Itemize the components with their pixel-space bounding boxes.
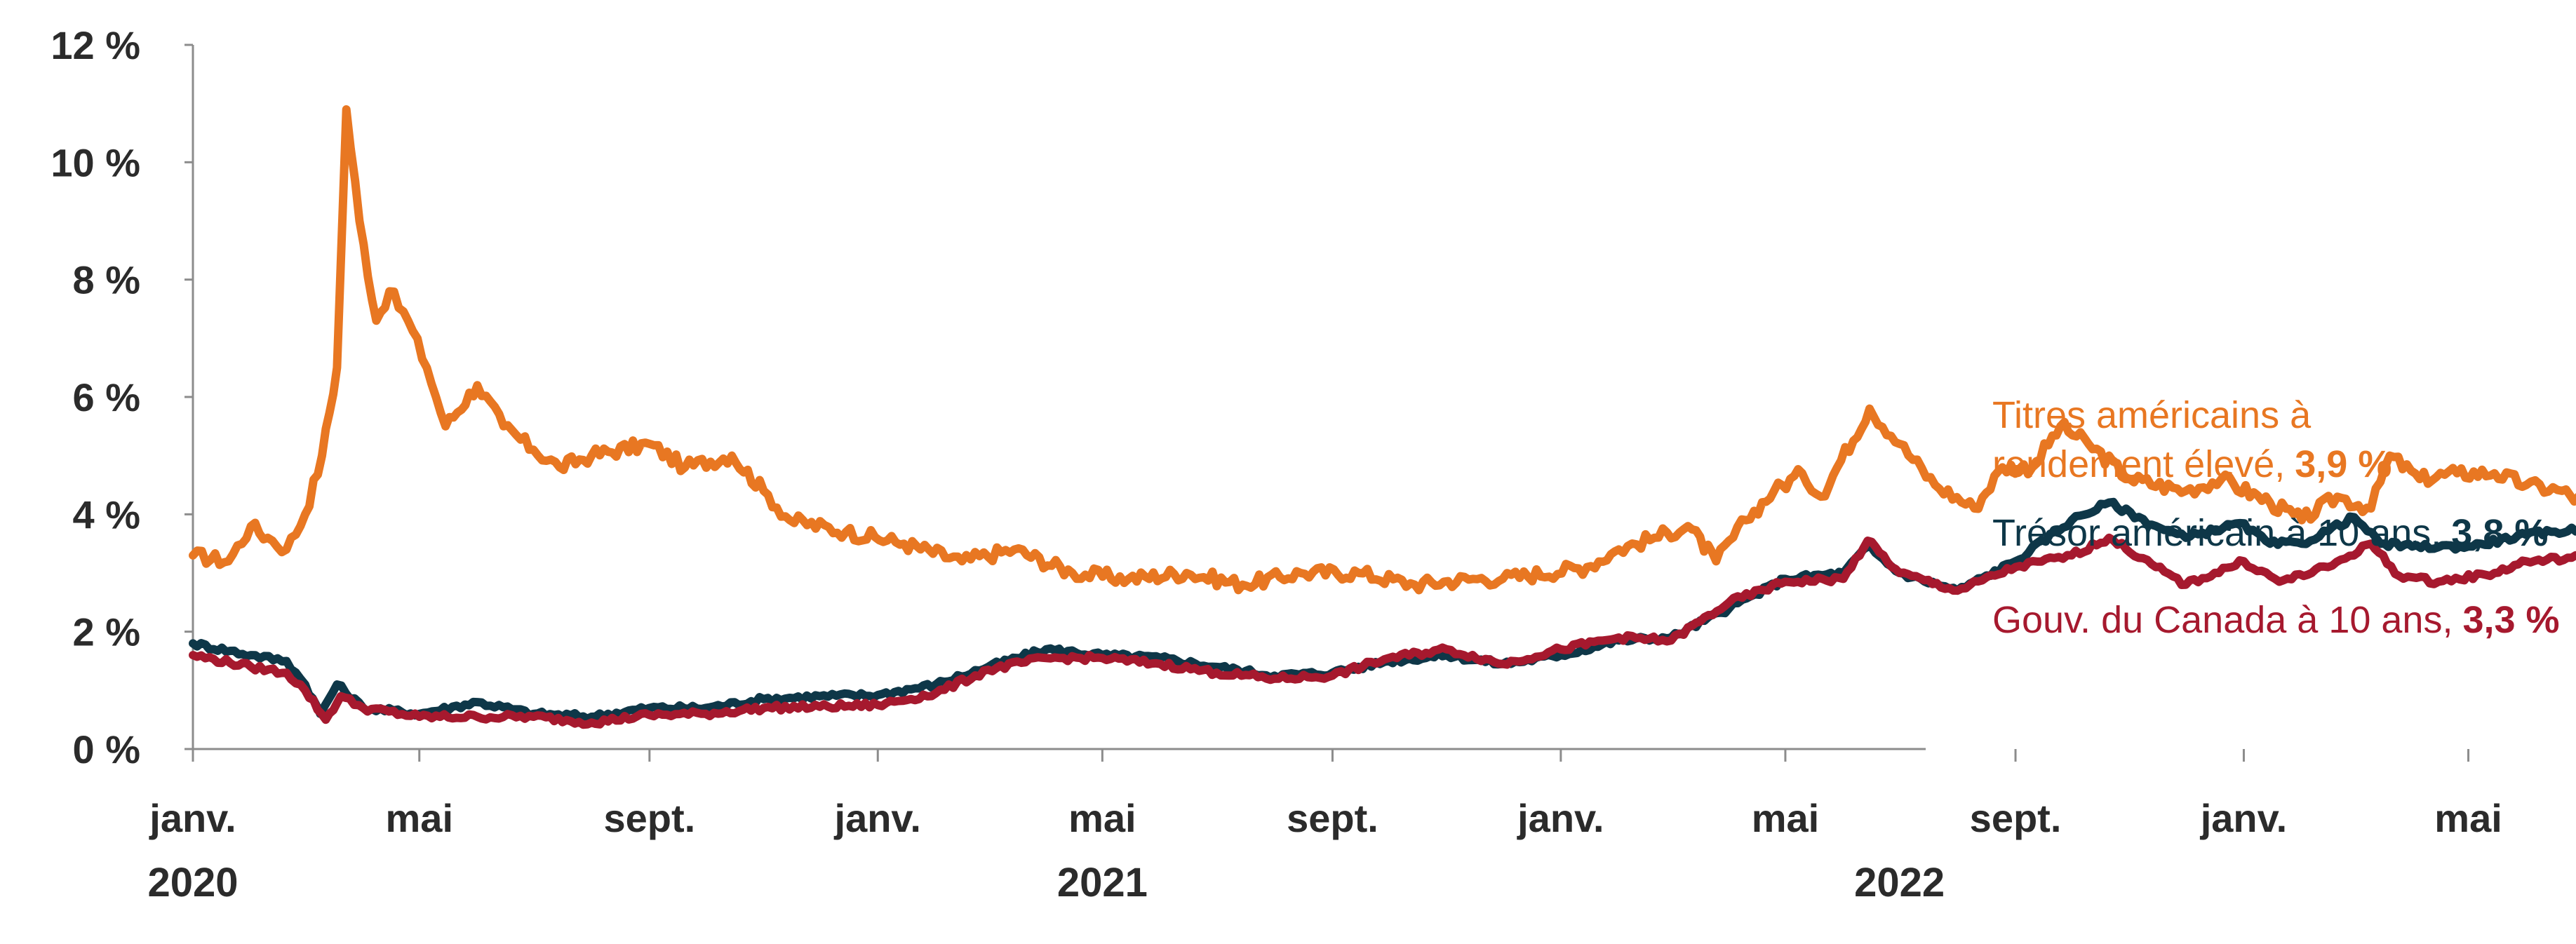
legend-name-text: Trésor américain à 10 ans, — [1992, 512, 2441, 554]
x-tick-label: mai — [386, 796, 454, 840]
x-tick-label: mai — [1752, 796, 1820, 840]
x-tick-label: janv. — [2200, 796, 2287, 840]
x-tick-label: sept. — [1970, 796, 2062, 840]
x-year-label: 2020 — [147, 860, 238, 905]
legend-label: Trésor américain à 10 ans, 3,8 % — [1992, 512, 2548, 554]
y-axis: 0 % 2 % 4 % 6 % 8 % 10 % 12 % — [51, 23, 194, 771]
x-tick-label: janv. — [149, 796, 236, 840]
y-tick-label: 10 % — [51, 140, 140, 184]
x-tick-label: mai — [2434, 796, 2502, 840]
legend-name-text: rendement élevé, — [1992, 443, 2285, 485]
x-year-label: 2021 — [1057, 860, 1148, 905]
legend-label: Gouv. du Canada à 10 ans, 3,3 % — [1992, 599, 2560, 641]
x-tick-label: janv. — [834, 796, 921, 840]
legend-value: 3,3 % — [2462, 599, 2559, 641]
x-tick-label: janv. — [1517, 796, 1604, 840]
series-line — [189, 497, 2576, 723]
series-layer — [189, 105, 2576, 729]
legend-value: 3,8 % — [2451, 512, 2548, 554]
series-line — [189, 105, 2576, 595]
y-tick-label: 12 % — [51, 23, 140, 67]
x-tick-label: mai — [1068, 796, 1136, 840]
y-tick-label: 2 % — [73, 610, 141, 654]
legend-label: Titres américains à — [1992, 394, 2312, 436]
legend-name-text: Gouv. du Canada à 10 ans, — [1992, 599, 2453, 641]
legend-label: rendement élevé, 3,9 % — [1992, 443, 2391, 485]
y-tick-label: 6 % — [73, 375, 141, 419]
series-line — [189, 533, 2576, 729]
y-tick-label: 8 % — [73, 258, 141, 302]
y-tick-label: 0 % — [73, 727, 141, 771]
y-tick-label: 4 % — [73, 492, 141, 537]
legend: Titres américains à rendement élevé, 3,9 %… — [1992, 394, 2560, 641]
x-axis: janv. mai sept. janv. mai sept. janv. mai sept. j… — [147, 748, 2502, 905]
legend-value: 3,9 % — [2295, 443, 2391, 485]
x-tick-label: sept. — [603, 796, 695, 840]
x-tick-label: sept. — [1287, 796, 1378, 840]
x-year-label: 2022 — [1854, 860, 1945, 905]
legend-name-text: Titres américains à — [1992, 394, 2312, 436]
